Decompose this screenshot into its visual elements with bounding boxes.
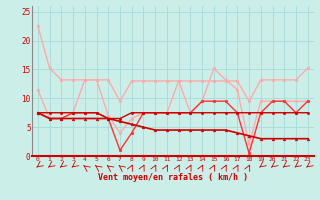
X-axis label: Vent moyen/en rafales ( km/h ): Vent moyen/en rafales ( km/h ) — [98, 174, 248, 182]
